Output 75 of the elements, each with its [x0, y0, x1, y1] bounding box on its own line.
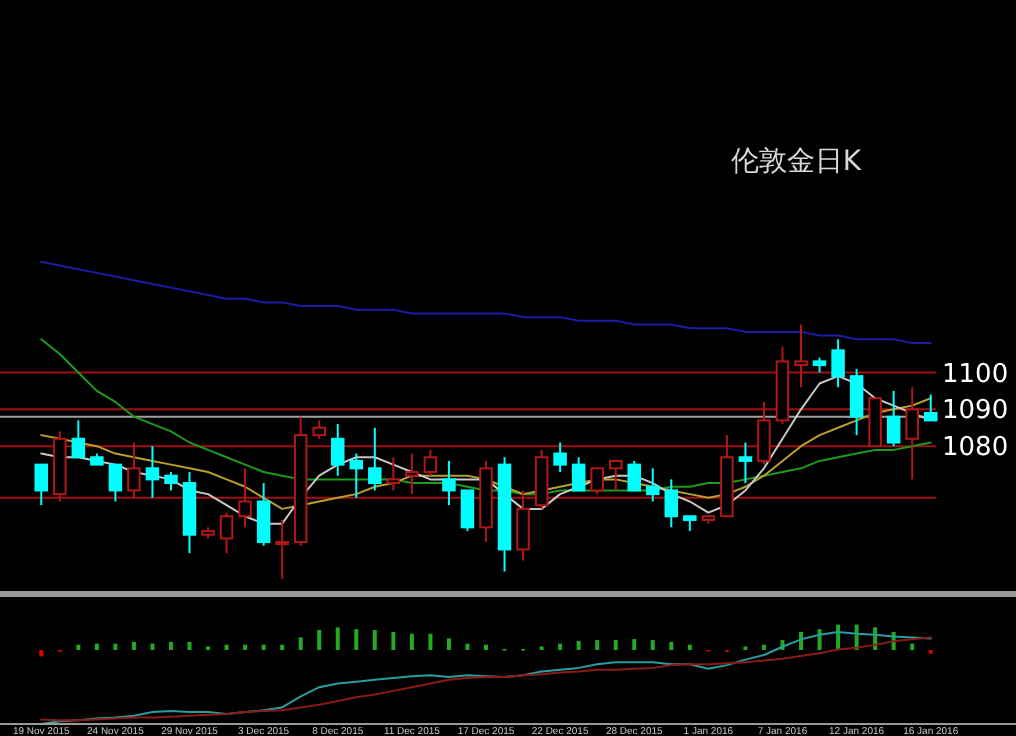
bar	[298, 637, 303, 650]
bar	[76, 644, 81, 650]
candlestick	[312, 419, 326, 440]
candlestick	[646, 467, 660, 503]
candlestick	[849, 367, 864, 437]
bar	[650, 640, 655, 650]
bar	[354, 629, 359, 650]
candlestick	[368, 426, 382, 492]
bar	[558, 643, 563, 650]
bar	[372, 629, 377, 650]
candlestick	[738, 441, 753, 485]
bar	[168, 641, 173, 650]
bar	[446, 638, 451, 650]
candlestick	[923, 393, 938, 422]
candlestick	[460, 489, 475, 532]
bar	[131, 641, 136, 650]
candlestick	[534, 448, 549, 510]
bar	[817, 629, 822, 650]
bar	[187, 641, 192, 650]
bar	[317, 629, 322, 650]
candlestick	[256, 482, 271, 547]
candlestick	[145, 445, 160, 499]
bar	[761, 644, 766, 650]
candlestick	[553, 441, 567, 473]
candlestick	[886, 389, 901, 448]
bar	[243, 644, 248, 650]
candlestick	[108, 463, 123, 503]
candlestick	[423, 448, 438, 477]
ref-line-label: 1100	[942, 359, 1009, 390]
candlestick	[831, 338, 845, 389]
bar	[409, 633, 414, 650]
bar	[261, 644, 266, 650]
candlestick	[794, 323, 808, 389]
bar	[391, 631, 396, 650]
bar	[484, 644, 488, 650]
candlestick	[349, 452, 364, 499]
bar	[632, 639, 637, 650]
bar	[910, 643, 915, 650]
bar	[669, 641, 674, 650]
bar	[150, 643, 155, 650]
candlestick	[442, 459, 456, 507]
bar	[224, 644, 229, 650]
candlestick	[664, 478, 679, 529]
bar	[465, 643, 470, 650]
bar	[94, 643, 99, 650]
candlestick	[219, 511, 234, 555]
candlestick	[590, 467, 604, 496]
candlestick	[608, 459, 623, 492]
bar	[576, 640, 581, 650]
ref-line-label: 1080	[942, 433, 1009, 464]
candlestick	[627, 459, 641, 492]
bar	[113, 643, 118, 650]
candlestick	[405, 452, 419, 496]
bar	[428, 633, 433, 650]
candlestick	[516, 489, 530, 562]
bar	[335, 627, 340, 650]
candlestick	[905, 386, 919, 481]
bar	[280, 644, 285, 650]
candlestick	[386, 456, 401, 492]
candlestick	[238, 467, 252, 529]
candlestick	[164, 471, 178, 492]
candlestick	[34, 463, 49, 507]
text: 伦敦金日K	[730, 145, 863, 178]
candlestick	[571, 456, 586, 492]
candlestick	[275, 518, 289, 580]
candlestick	[868, 397, 882, 448]
bar	[595, 640, 600, 650]
candlestick	[127, 441, 141, 499]
candlestick	[757, 400, 771, 466]
bar	[39, 650, 44, 657]
candlestick	[71, 419, 86, 459]
bar	[613, 640, 618, 650]
bar	[687, 644, 692, 650]
ref-line-label: 1090	[942, 396, 1009, 427]
candlestick	[331, 423, 345, 477]
